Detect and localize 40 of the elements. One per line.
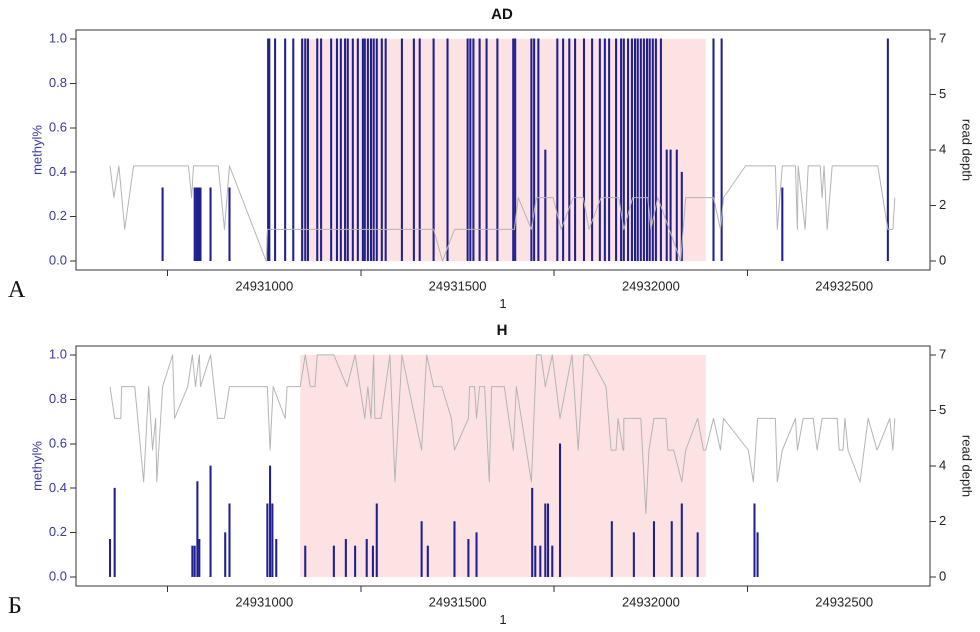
x-tick-label: 24931000 xyxy=(235,594,294,610)
y-axis-title: methyl% xyxy=(29,440,44,491)
y-axis-title: methyl% xyxy=(29,124,44,175)
x-tick-label: 24931500 xyxy=(428,278,486,294)
y-tick-label: 1.0 xyxy=(48,346,67,362)
y-tick-label: 0.6 xyxy=(48,119,67,134)
x-tick-label: 24932500 xyxy=(815,594,874,610)
y-tick-label: 0.4 xyxy=(48,164,67,179)
y-tick-label: 0.8 xyxy=(48,390,67,406)
text: Б xyxy=(8,593,22,620)
x-tick-label: 24932000 xyxy=(622,278,680,294)
y2-tick-label: 4 xyxy=(939,458,946,473)
y-tick-label: 1.0 xyxy=(48,30,67,46)
chart-title: AD xyxy=(491,6,513,24)
y2-tick-label: 7 xyxy=(939,30,946,46)
y2-tick-label: 5 xyxy=(939,86,946,102)
y2-axis-title: read depth xyxy=(960,434,975,498)
y-tick-label: 0.0 xyxy=(48,252,67,268)
y-tick-label: 0.2 xyxy=(48,208,67,224)
x-tick-label: 24931500 xyxy=(428,594,486,610)
y-tick-label: 0.2 xyxy=(48,524,67,540)
y-tick-label: 0.4 xyxy=(48,480,67,495)
y2-tick-label: 2 xyxy=(939,513,946,528)
y-tick-label: 0.0 xyxy=(48,568,67,584)
y-tick-label: 0.8 xyxy=(48,74,67,90)
y2-tick-label: 0 xyxy=(939,568,946,584)
y2-tick-label: 5 xyxy=(939,402,946,418)
x-tick-label: 24932000 xyxy=(622,594,680,610)
y2-tick-label: 2 xyxy=(939,197,946,212)
x-tick-label: 24932500 xyxy=(815,278,874,294)
y2-axis-title: read depth xyxy=(960,118,975,182)
text: А xyxy=(8,277,26,304)
y-tick-label: 0.6 xyxy=(48,435,67,450)
x-axis-title: 1 xyxy=(499,612,507,627)
chart-title: H xyxy=(496,322,508,340)
y2-tick-label: 4 xyxy=(939,142,946,157)
y2-tick-label: 7 xyxy=(939,346,946,362)
x-tick-label: 24931000 xyxy=(235,278,294,294)
x-axis-title: 1 xyxy=(499,296,507,311)
y2-tick-label: 0 xyxy=(939,252,946,268)
